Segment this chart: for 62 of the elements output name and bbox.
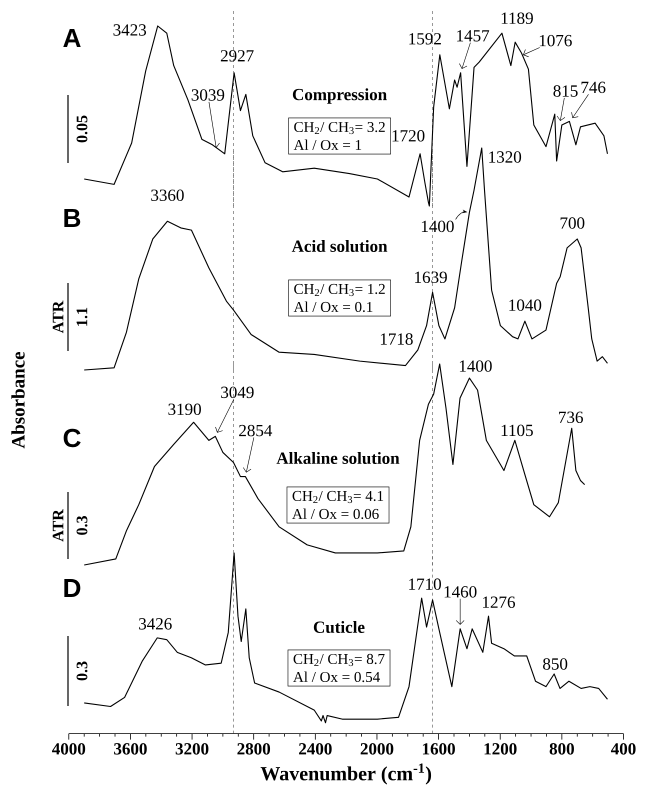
text: Acid solution <box>292 240 388 252</box>
annotation: 850 <box>543 658 568 670</box>
x-tick-label: 3600 <box>114 743 147 755</box>
annotation: Al / Ox = 0.54 <box>293 671 380 682</box>
annotation: 2854 <box>239 424 272 436</box>
chart-title: A <box>63 29 81 47</box>
annotation: 3190 <box>168 404 201 416</box>
annotation: 3039 <box>192 89 224 101</box>
annotation: 0.3 <box>76 662 88 680</box>
annotation: 1710 <box>409 578 441 590</box>
x-tick-label: 1600 <box>422 743 455 755</box>
y-axis-title: Absorbance <box>11 352 25 448</box>
x-tick-label: 800 <box>550 743 574 755</box>
text: C <box>64 428 81 448</box>
annotation: 1639 <box>415 272 447 284</box>
annotation: CH$_{2}$/ CH$_{3}$= 8.7 <box>294 654 385 666</box>
x-tick-label: 4000 <box>52 743 86 755</box>
annotation: CH$_{2}$/ CH$_{3}$= 3.2 <box>294 122 385 134</box>
annotation: 2927 <box>220 50 254 62</box>
annotation: 0.3 <box>76 516 88 535</box>
x-tick-label: 2400 <box>299 743 332 755</box>
annotation: 700 <box>560 217 584 229</box>
text: D <box>64 579 80 597</box>
annotation: Al / Ox = 1 <box>294 139 362 150</box>
text: Cuticle <box>314 620 365 633</box>
legend-label: Alkaline solution <box>276 452 400 464</box>
annotation: 1400 <box>460 360 492 372</box>
annotation: 736 <box>559 412 583 424</box>
annotation: 1400 <box>422 220 454 232</box>
annotation: 1592 <box>409 33 441 45</box>
annotation: 3426 <box>139 618 172 630</box>
annotation: 1105 <box>502 424 533 436</box>
annotation: CH$_{2}$/ CH$_{3}$= 1.2 <box>294 284 385 296</box>
x-tick-label: 3200 <box>176 743 208 755</box>
x-tick-label: 2000 <box>360 743 394 755</box>
annotation: 815 <box>553 85 578 97</box>
annotation: 0.05 <box>76 116 88 142</box>
annotation: CH$_{2}$/ CH$_{3}$= 4.1 <box>292 490 384 504</box>
annotation: 1189 <box>502 12 533 24</box>
annotation: 1276 <box>483 596 516 608</box>
annotation: Al / Ox = 0.1 <box>294 301 372 312</box>
annotation: 1460 <box>444 586 477 598</box>
annotation: 1720 <box>392 130 424 142</box>
text: ATR <box>52 300 64 334</box>
x-tick-label: 1200 <box>484 743 517 755</box>
text: B <box>64 209 80 227</box>
x-tick-label: 400 <box>610 743 636 755</box>
annotation: 1320 <box>489 151 522 163</box>
text: Compression <box>292 88 387 104</box>
annotation: 1718 <box>380 333 413 345</box>
annotation: 746 <box>582 82 606 94</box>
annotation: 1040 <box>509 299 542 311</box>
x-tick-label: 2800 <box>237 743 270 755</box>
annotation: 3423 <box>114 24 146 36</box>
annotation: Al / Ox = 0.06 <box>292 508 379 520</box>
x-axis-title: Wavenumber (cm$^{-1}$) <box>260 763 432 784</box>
annotation: 1457 <box>457 30 490 42</box>
annotation: 1.1 <box>76 308 88 326</box>
annotation: 1076 <box>540 34 572 46</box>
text: ATR <box>52 509 64 542</box>
annotation: 3049 <box>221 386 254 398</box>
annotation: 3360 <box>151 190 184 201</box>
